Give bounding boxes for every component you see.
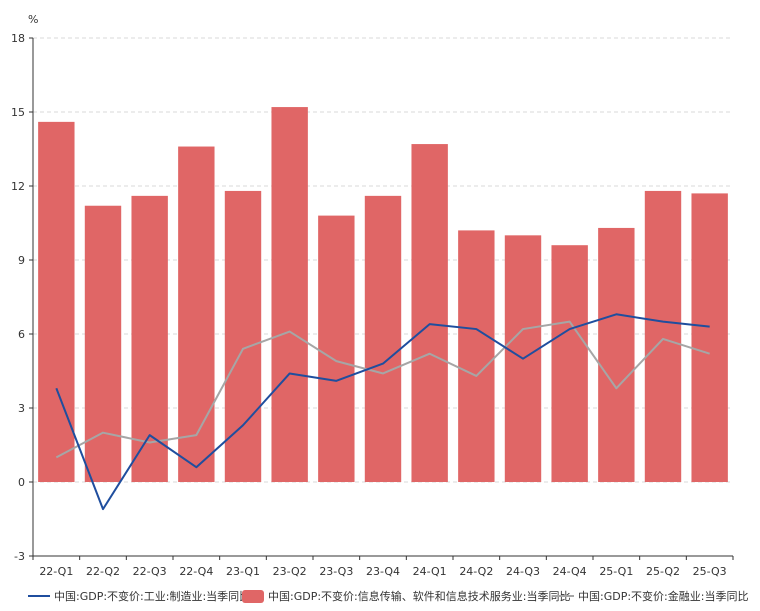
y-tick-label: -3 [14, 550, 25, 563]
legend-label-manufacturing: 中国:GDP:不变价:工业:制造业:当季同比 [54, 590, 251, 603]
bar [38, 121, 75, 482]
bar [644, 190, 682, 482]
x-tick-label: 25-Q3 [693, 565, 727, 578]
bar [178, 146, 215, 483]
y-tick-label: 0 [18, 476, 25, 489]
x-tick-label: 24-Q2 [459, 565, 493, 578]
legend-item-manufacturing[interactable]: 中国:GDP:不变价:工业:制造业:当季同比 [28, 588, 250, 604]
y-tick-label: 18 [11, 32, 25, 45]
x-tick-label: 25-Q1 [599, 565, 633, 578]
legend-item-finance[interactable]: 中国:GDP:不变价:金融业:当季同比 [552, 588, 748, 604]
x-tick-label: 24-Q4 [553, 565, 587, 578]
bar [411, 144, 448, 483]
legend-swatch-it-services [242, 589, 264, 603]
x-tick-label: 23-Q1 [226, 565, 260, 578]
bar [551, 245, 588, 482]
x-tick-label: 22-Q1 [39, 565, 73, 578]
y-tick-label: 9 [18, 254, 25, 267]
legend-swatch-manufacturing [28, 595, 50, 597]
y-axis-unit-label: % [28, 13, 38, 26]
x-tick-label: 22-Q3 [133, 565, 167, 578]
bar-layer [38, 107, 728, 483]
legend-item-it-services[interactable]: 中国:GDP:不变价:信息传输、软件和信息技术服务业:当季同比 [242, 588, 570, 604]
legend-swatch-finance [552, 595, 574, 597]
series-line-finance [55, 320, 710, 459]
x-tick-label: 24-Q1 [413, 565, 447, 578]
series-line-manufacturing [55, 313, 710, 511]
y-tick-label: 3 [18, 402, 25, 415]
x-tick-label: 23-Q3 [319, 565, 353, 578]
x-tick-label: 23-Q2 [273, 565, 307, 578]
y-tick-label: 6 [18, 328, 25, 341]
x-tick-label: 24-Q3 [506, 565, 540, 578]
chart-svg: % -3 0 3 6 9 12 15 18 22-Q1 22-Q2 22-Q3 22-Q4 23-Q1 2… [11, 13, 734, 578]
axis-layer [29, 37, 734, 560]
legend-label-finance: 中国:GDP:不变价:金融业:当季同比 [578, 590, 749, 603]
bar [271, 107, 308, 483]
bar [84, 205, 122, 482]
bar [364, 195, 402, 482]
y-tick-label: 12 [11, 180, 25, 193]
legend-label-it-services: 中国:GDP:不变价:信息传输、软件和信息技术服务业:当季同比 [268, 590, 571, 603]
legend: 中国:GDP:不变价:工业:制造业:当季同比 中国:GDP:不变价:信息传输、软… [0, 584, 760, 608]
line-layer [55, 313, 710, 511]
y-tick-label: 15 [11, 106, 25, 119]
bar [458, 230, 495, 482]
bar [691, 193, 728, 482]
label-layer: -3 0 3 6 9 12 15 18 22-Q1 22-Q2 22-Q3 22-Q4 23-Q1 23-… [11, 32, 727, 578]
x-tick-label: 22-Q4 [179, 565, 213, 578]
x-tick-label: 22-Q2 [86, 565, 120, 578]
x-tick-label: 25-Q2 [646, 565, 680, 578]
x-tick-label: 23-Q4 [366, 565, 400, 578]
bar [598, 227, 635, 482]
bar [224, 190, 262, 482]
bar [318, 215, 355, 482]
